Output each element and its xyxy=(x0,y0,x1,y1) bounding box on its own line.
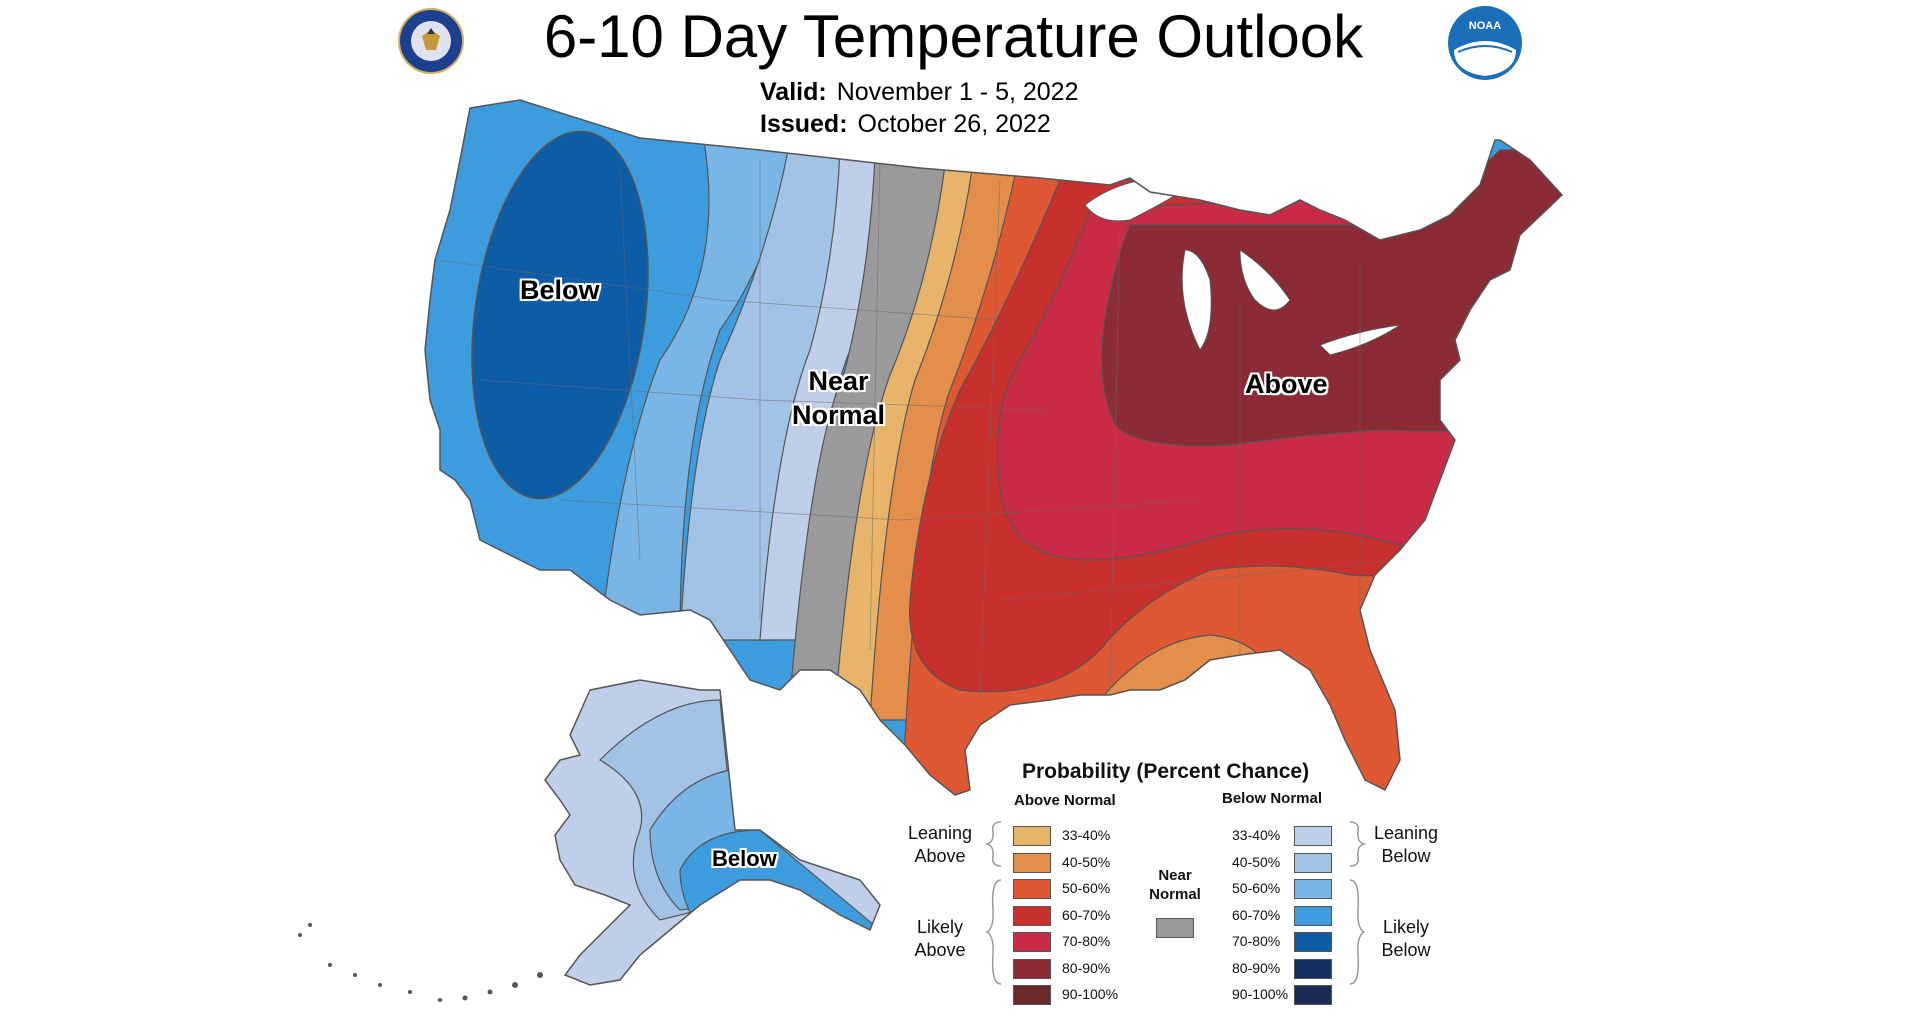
legend-above-range-2: 50-60% xyxy=(1062,880,1111,896)
commerce-seal-icon xyxy=(398,8,464,74)
legend-below-range-6: 90-100% xyxy=(1232,986,1289,1002)
above-braces xyxy=(985,821,1002,985)
legend-below-range-4: 70-80% xyxy=(1232,933,1281,949)
below-conus-label: Below xyxy=(520,275,600,305)
legend-below-range-0: 33-40% xyxy=(1232,827,1281,843)
legend-below-range-3: 60-70% xyxy=(1232,906,1281,923)
legend-below-swatch-3 xyxy=(1294,905,1332,926)
legend-below-swatch-2 xyxy=(1294,879,1332,899)
legend-below-swatch-5 xyxy=(1294,958,1332,979)
near-normal-label: Near Normal xyxy=(792,366,886,430)
legend-above-range-4: 70-80% xyxy=(1062,933,1111,949)
issued-label: Issued: xyxy=(760,110,848,138)
legend-above-range-3: 60-70% xyxy=(1062,906,1111,923)
legend-above-swatch-4 xyxy=(1013,932,1051,952)
legend-above-head: Above Normal xyxy=(1014,792,1116,809)
legend-above-range-1: 40-50% xyxy=(1062,853,1111,870)
legend-above-swatch-6 xyxy=(1013,985,1051,1005)
noaa-logo-text: NOAA xyxy=(1468,20,1502,32)
legend-near-normal-swatch xyxy=(1156,918,1194,938)
valid-label: Valid: xyxy=(760,78,827,106)
legend-below-swatch-4 xyxy=(1294,932,1332,952)
legend-below-range-1: 40-50% xyxy=(1232,853,1281,870)
leaning-below-label: Leaning Below xyxy=(1373,823,1439,866)
likely-above-label: Likely Above xyxy=(914,917,966,960)
legend-below-range-2: 50-60% xyxy=(1232,880,1281,896)
likely-below-label: Likely Below xyxy=(1381,917,1431,960)
below-braces xyxy=(1349,821,1366,985)
valid-value: November 1 - 5, 2022 xyxy=(836,78,1079,106)
legend-above-swatch-1 xyxy=(1013,852,1051,873)
legend-above-range-0: 33-40% xyxy=(1062,827,1111,843)
valid-line: Valid: November 1 - 5, 2022 xyxy=(760,78,1078,107)
legend-above-swatch-0 xyxy=(1013,826,1051,846)
above-label: Above xyxy=(1245,369,1328,399)
legend-below-swatch-6 xyxy=(1294,985,1332,1005)
legend-above-swatch-3 xyxy=(1013,905,1051,926)
legend-above-swatch-5 xyxy=(1013,958,1051,979)
legend-title: Probability (Percent Chance) xyxy=(1022,760,1310,783)
legend-above-swatch-2 xyxy=(1013,879,1051,899)
page-title: 6-10 Day Temperature Outlook xyxy=(543,3,1364,70)
legend-below-head: Below Normal xyxy=(1222,790,1323,807)
legend-below-swatch-1 xyxy=(1294,852,1332,873)
issued-line: Issued: October 26, 2022 xyxy=(760,110,1051,139)
noaa-logo-icon: NOAA xyxy=(1448,6,1522,80)
leaning-above-label: Leaning Above xyxy=(907,823,973,866)
legend-below-swatch-0 xyxy=(1294,826,1332,846)
legend-above-range-6: 90-100% xyxy=(1062,986,1119,1002)
legend-near-normal-label: Near Normal xyxy=(1149,867,1201,903)
legend-below-range-5: 80-90% xyxy=(1232,959,1281,976)
issued-value: October 26, 2022 xyxy=(857,110,1051,138)
below-alaska-label: Below xyxy=(712,846,777,871)
legend-above-range-5: 80-90% xyxy=(1062,959,1111,976)
